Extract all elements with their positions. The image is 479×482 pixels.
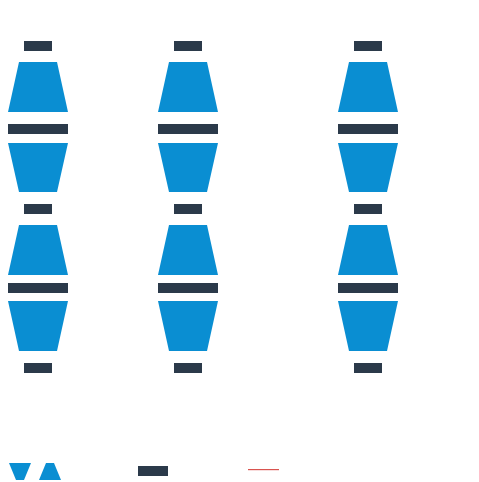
upper-trapezoid	[158, 62, 218, 112]
funnel-pair-icon	[9, 463, 61, 480]
hourglass-icon	[338, 225, 398, 351]
cap-bar	[24, 363, 52, 373]
red-line-icon	[248, 469, 279, 471]
upper-trapezoid	[158, 225, 218, 275]
lower-trapezoid	[158, 301, 218, 351]
legend	[9, 463, 279, 480]
middle-band	[158, 283, 218, 293]
hourglass-icon	[338, 62, 398, 192]
upper-trapezoid	[8, 225, 68, 275]
lower-trapezoid	[158, 143, 218, 192]
upper-trapezoid	[338, 225, 398, 275]
hourglass-column	[8, 41, 68, 373]
hourglass-column	[338, 41, 398, 373]
middle-band	[8, 124, 68, 134]
upper-trapezoid	[8, 62, 68, 112]
cap-bar	[354, 363, 382, 373]
cap-bar	[174, 204, 202, 214]
hourglass-column	[158, 41, 218, 373]
dark-bar-icon	[138, 466, 168, 476]
upper-trapezoid	[338, 62, 398, 112]
cap-bar	[354, 41, 382, 51]
hourglass-icon	[158, 225, 218, 351]
lower-trapezoid	[338, 301, 398, 351]
cap-bar	[354, 204, 382, 214]
cap-bar	[24, 204, 52, 214]
hourglass-grid	[8, 41, 398, 373]
middle-band	[338, 124, 398, 134]
lower-trapezoid	[8, 143, 68, 192]
cap-bar	[24, 41, 52, 51]
lower-trapezoid	[8, 301, 68, 351]
hourglass-icon	[158, 62, 218, 192]
cap-bar	[174, 363, 202, 373]
legend-funnel-right	[39, 463, 61, 480]
middle-band	[158, 124, 218, 134]
hourglass-icon	[8, 62, 68, 192]
middle-band	[338, 283, 398, 293]
middle-band	[8, 283, 68, 293]
cap-bar	[174, 41, 202, 51]
hourglass-icon	[8, 225, 68, 351]
lower-trapezoid	[338, 143, 398, 192]
legend-funnel-left	[9, 463, 31, 480]
